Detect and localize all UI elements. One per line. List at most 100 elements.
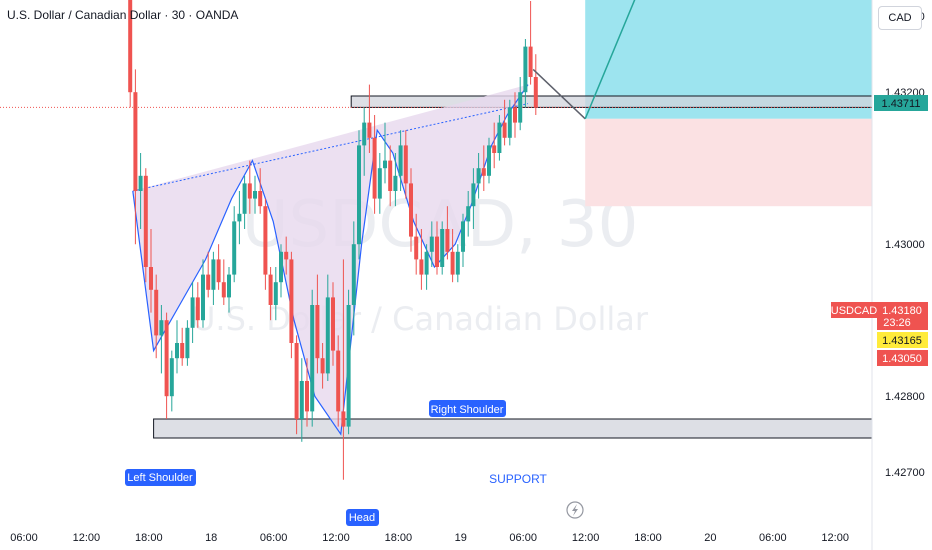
candle-body	[294, 343, 299, 419]
countdown-text: 23:26	[883, 317, 911, 329]
symbol-price-tag: USDCAD 1.43180 23:26	[831, 302, 928, 330]
candle-body	[128, 0, 133, 93]
chart-title: U.S. Dollar / Canadian Dollar · 30 · OAN…	[7, 8, 239, 22]
head-text: Head	[349, 512, 375, 524]
time-tick-label: 06:00	[509, 532, 537, 544]
left-shoulder-text: Left Shoulder	[127, 472, 193, 484]
candle-body	[310, 305, 315, 412]
time-tick-label: 18	[205, 532, 217, 544]
candle-body	[393, 175, 398, 191]
candle-body	[518, 92, 523, 123]
candle-body	[419, 259, 424, 275]
target-price-tag: 1.43711	[874, 95, 928, 111]
entry-price-tag: 1.43165	[877, 332, 928, 348]
candle-body	[492, 145, 497, 153]
candle-body	[227, 274, 231, 298]
stop-zone	[585, 118, 872, 207]
candle-body	[528, 46, 533, 77]
candle-body	[487, 145, 491, 176]
candle-body	[211, 259, 216, 290]
candle-body	[273, 282, 278, 305]
candle-body	[232, 221, 237, 275]
head-and-shoulders-fill	[132, 84, 529, 435]
right-shoulder-label-bg	[429, 400, 506, 417]
candle-body	[429, 236, 434, 252]
time-tick-label: 12:00	[322, 532, 350, 544]
lightning-icon-bolt	[572, 504, 578, 516]
candles-layer	[128, 0, 538, 480]
candle-body	[497, 122, 502, 153]
candle-body	[201, 274, 205, 321]
time-axis[interactable]: 06:00 12:00 18:00 18 06:00 12:00 18:00 19 06:00 1…	[10, 532, 849, 544]
candle-body	[367, 122, 372, 138]
candle-body	[216, 259, 221, 283]
entry-tag-text: 1.43165	[882, 335, 922, 347]
candle-body	[320, 358, 325, 374]
time-tick-label: 12:00	[821, 532, 849, 544]
time-tick-label: 12:00	[73, 532, 101, 544]
candle-body	[513, 107, 517, 123]
candle-body	[481, 168, 486, 176]
candle-body	[325, 297, 330, 374]
candle-body	[372, 137, 377, 199]
time-tick-label: 18:00	[385, 532, 413, 544]
candle-body	[247, 183, 252, 199]
candle-body	[336, 350, 341, 412]
candle-body	[502, 122, 507, 138]
neckline	[132, 103, 529, 192]
time-tick-label: 19	[455, 532, 467, 544]
candle-body	[476, 168, 481, 184]
candle-body	[164, 320, 169, 397]
target-tag-bg	[874, 95, 928, 111]
neckline-zone	[350, 95, 873, 108]
candle-body	[169, 358, 174, 397]
candle-body	[533, 77, 538, 108]
head-label-bg	[346, 509, 379, 526]
time-tick-label: 18:00	[135, 532, 163, 544]
target-tag-text: 1.43711	[882, 98, 921, 110]
candle-body	[149, 267, 153, 290]
stop-price-tag: 1.43050	[877, 350, 928, 366]
candle-body	[289, 259, 294, 343]
left-shoulder-label[interactable]: Left Shoulder	[125, 469, 196, 486]
candle-body	[268, 274, 273, 305]
candle-body	[263, 206, 268, 275]
candle-body	[237, 213, 242, 222]
time-tick-label: 06:00	[759, 532, 787, 544]
candle-body	[398, 145, 403, 176]
candle-body	[195, 297, 200, 321]
candle-body	[242, 183, 247, 214]
entry-tag-bg	[877, 332, 928, 348]
stop-tag-bg	[877, 350, 928, 366]
candle-body	[383, 160, 387, 169]
left-shoulder-label-bg	[125, 469, 196, 486]
lightning-icon[interactable]	[566, 501, 584, 519]
price-axis[interactable]: 1.427001.428001.429001.430001.432001.433…	[885, 0, 925, 479]
right-shoulder-label[interactable]: Right Shoulder	[429, 400, 506, 417]
candle-body	[346, 305, 351, 427]
target-arrow-line	[584, 0, 636, 120]
candle-body	[185, 327, 190, 359]
candle-body	[461, 221, 465, 252]
candle-body	[341, 411, 346, 427]
support-label: SUPPORT	[489, 472, 547, 486]
currency-button[interactable]: CAD	[878, 6, 922, 30]
candle-body	[351, 244, 356, 305]
candle-body	[362, 122, 367, 146]
candle-body	[471, 183, 476, 207]
candle-body	[138, 175, 143, 191]
candle-body	[221, 282, 226, 298]
time-tick-label: 06:00	[260, 532, 288, 544]
candle-body	[435, 236, 439, 267]
last-price-tag-bg	[877, 302, 928, 330]
candle-body	[424, 251, 429, 275]
candle-body	[414, 236, 419, 260]
candle-body	[159, 320, 164, 336]
time-tick-label: 06:00	[10, 532, 38, 544]
candle-body	[299, 381, 304, 419]
head-label[interactable]: Head	[346, 509, 379, 526]
candle-body	[154, 289, 159, 336]
candle-body	[388, 160, 393, 191]
price-tick-label: 1.42700	[885, 467, 925, 479]
